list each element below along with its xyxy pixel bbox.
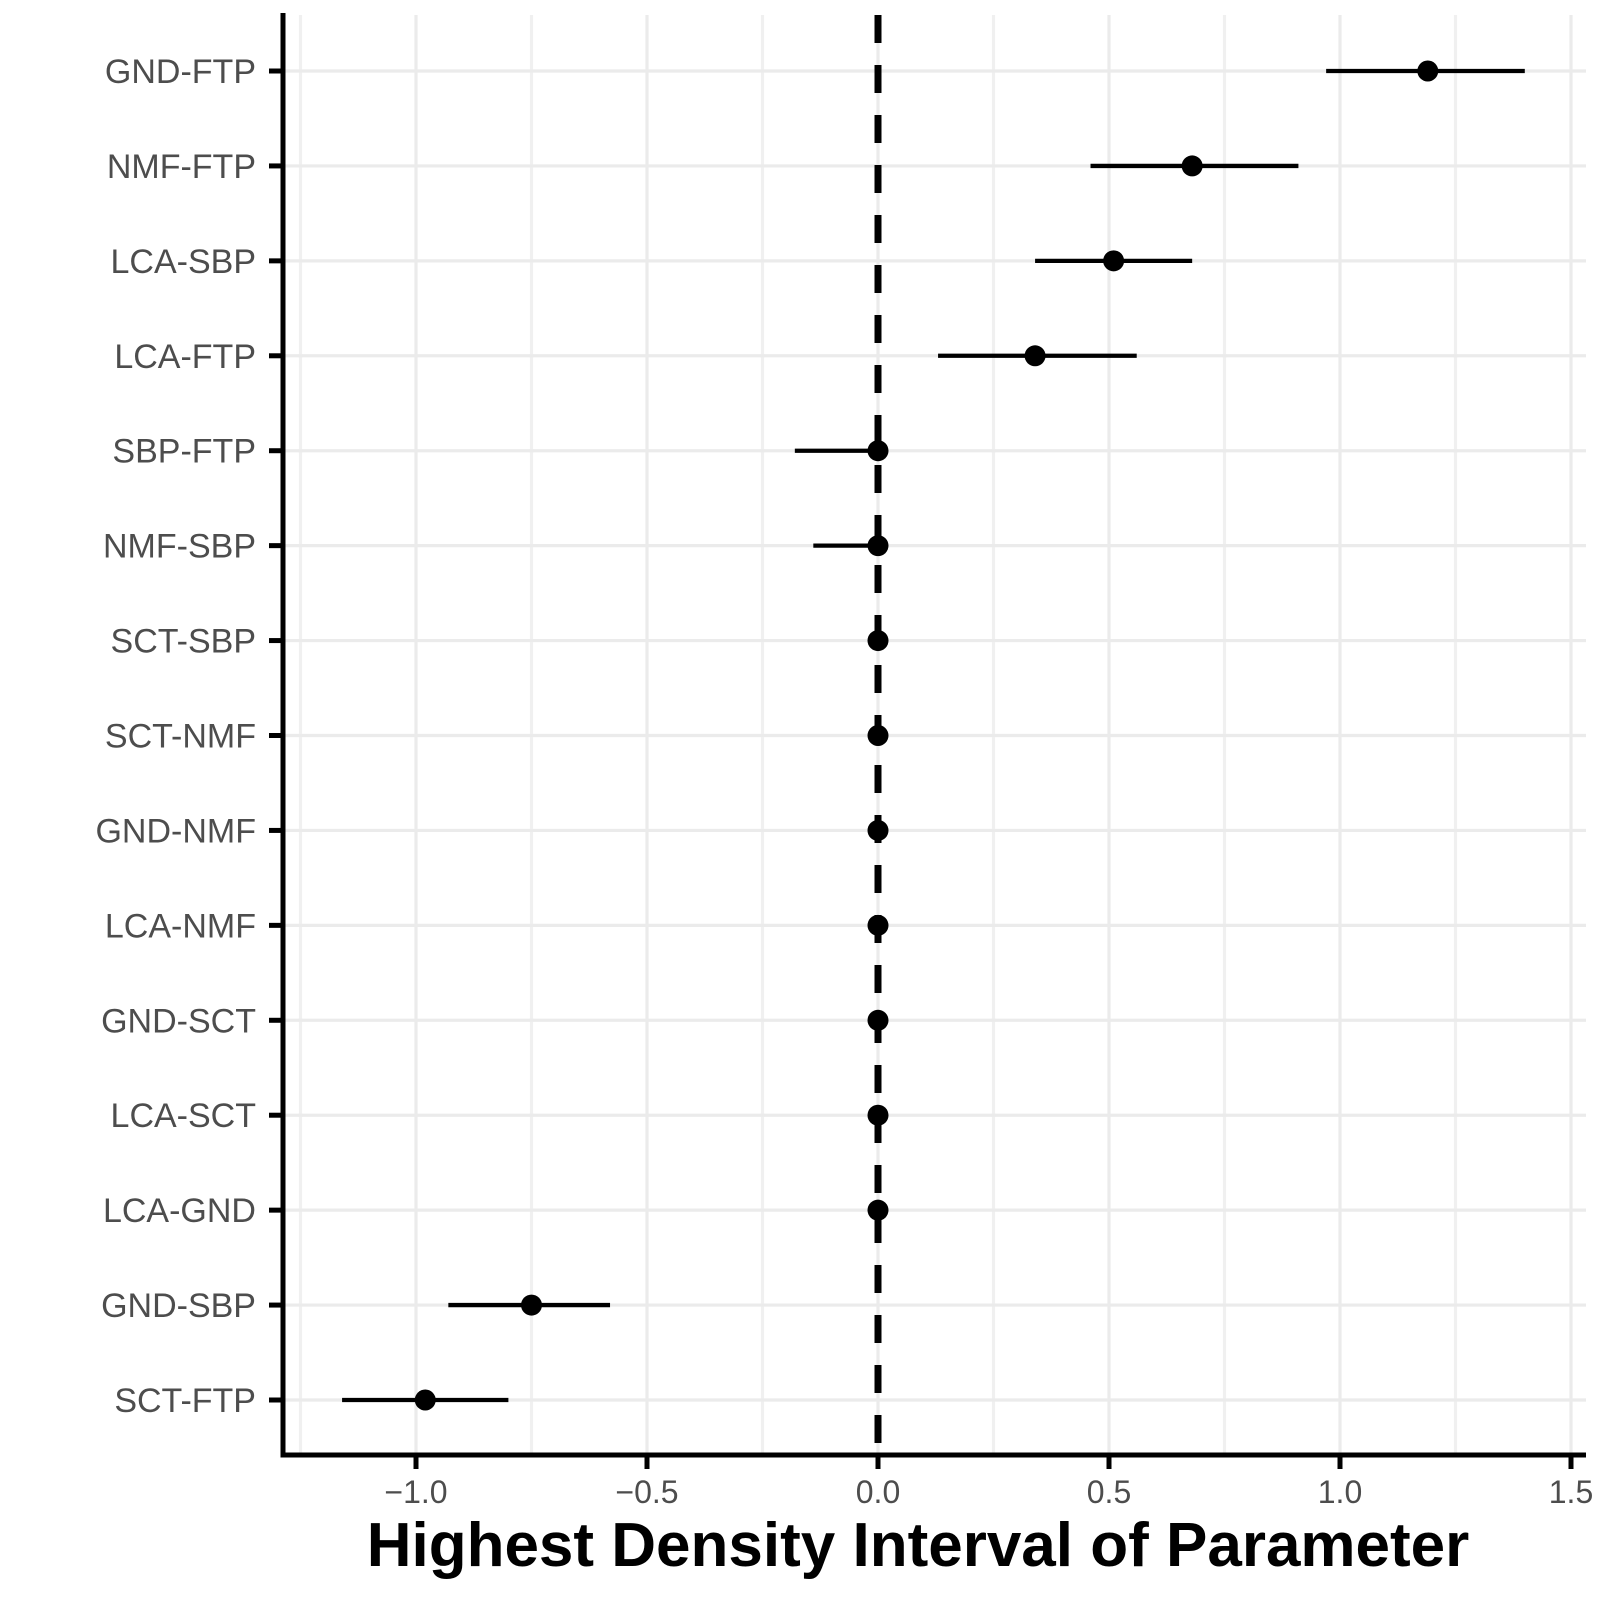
point-estimate <box>1417 60 1439 82</box>
y-axis-tick-label: LCA-SCT <box>111 1097 256 1135</box>
point-estimate <box>867 630 889 652</box>
point-estimate <box>867 535 889 557</box>
y-axis-tick-label: GND-NMF <box>95 812 256 850</box>
x-axis-tick-label: −1.0 <box>384 1474 447 1510</box>
y-axis-tick-label: SCT-SBP <box>111 623 256 661</box>
point-estimate <box>1181 155 1203 177</box>
y-axis-tick-label: GND-SCT <box>101 1002 256 1040</box>
y-axis-tick-label: SBP-FTP <box>112 433 256 471</box>
x-axis-tick-label: 1.5 <box>1549 1474 1593 1510</box>
y-axis-tick-label: SCT-FTP <box>114 1382 256 1420</box>
y-axis-tick-label: NMF-FTP <box>107 148 256 186</box>
axis-ticks <box>269 68 1574 1469</box>
x-axis-title: Highest Density Interval of Parameter <box>367 1511 1470 1580</box>
point-estimate <box>521 1294 542 1316</box>
y-axis-tick-label: SCT-NMF <box>105 718 256 756</box>
point-estimate <box>867 1009 889 1031</box>
y-axis-tick-label: LCA-SBP <box>111 243 257 281</box>
point-estimate <box>867 440 889 462</box>
y-axis-tick-label: GND-SBP <box>101 1287 256 1325</box>
x-axis-tick-label: 0.0 <box>856 1474 900 1510</box>
gridlines-horizontal <box>283 69 1586 1402</box>
point-estimate <box>867 1199 889 1221</box>
y-axis-tick-label: LCA-FTP <box>114 338 256 376</box>
point-estimate <box>867 725 889 746</box>
point-estimate <box>867 1104 889 1126</box>
point-estimate <box>867 819 889 841</box>
point-estimate <box>1024 345 1046 367</box>
x-axis-tick-label: −0.5 <box>615 1474 678 1510</box>
point-estimate <box>867 914 889 936</box>
y-axis-tick-label: NMF-SBP <box>103 528 256 566</box>
x-axis-tick-label: 1.0 <box>1318 1474 1362 1510</box>
point-estimate <box>414 1389 436 1411</box>
point-estimate <box>1103 250 1125 272</box>
axis-tick-labels: GND-FTP NMF-FTP LCA-SBP LCA-FTP SBP-FTP NMF-S… <box>95 53 1593 1510</box>
interval-series <box>342 60 1525 1411</box>
y-axis-tick-label: LCA-NMF <box>105 907 256 945</box>
y-axis-tick-label: LCA-GND <box>103 1192 256 1230</box>
x-axis-tick-label: 0.5 <box>1087 1474 1131 1510</box>
y-axis-tick-label: GND-FTP <box>105 53 256 91</box>
